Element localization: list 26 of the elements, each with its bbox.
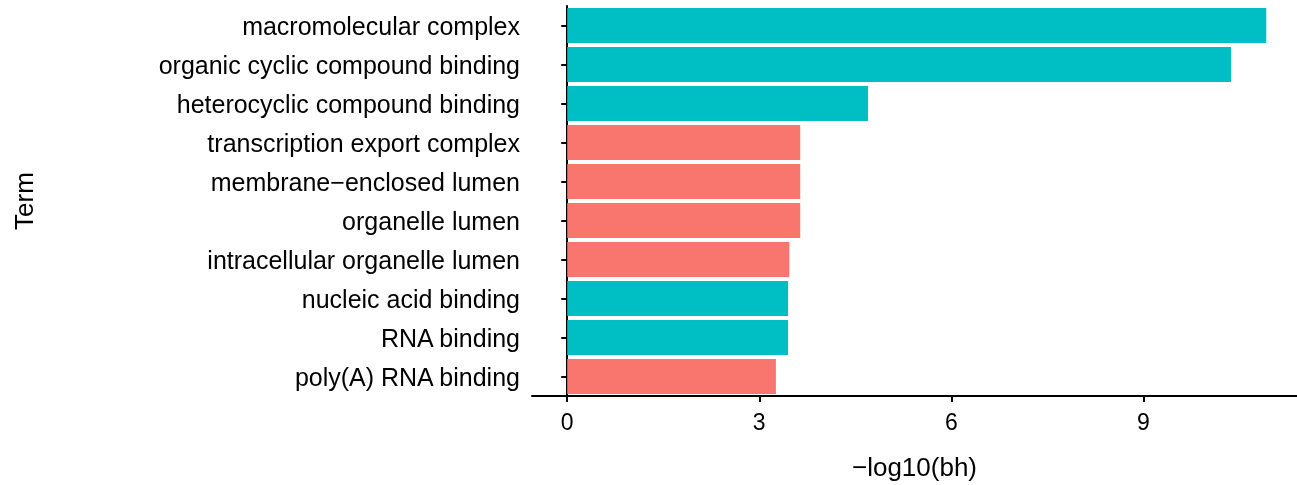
x-tick-label: 9 (1136, 408, 1150, 435)
bar (567, 7, 1267, 44)
y-tick-label: RNA binding (381, 323, 520, 352)
x-axis-title: −log10(bh) (851, 452, 978, 482)
bar (567, 358, 776, 395)
y-tick-label: intracellular organelle lumen (207, 245, 520, 274)
y-tick-label: transcription export complex (207, 128, 521, 157)
y-tick-label: poly(A) RNA binding (294, 362, 520, 391)
y-tick-label: membrane−enclosed lumen (210, 167, 520, 196)
x-tick-label: 0 (560, 408, 574, 435)
bar (567, 85, 869, 122)
x-tick-label: 6 (944, 408, 958, 435)
y-tick-label: nucleic acid binding (301, 284, 520, 313)
y-tick-label: organic cyclic compound binding (158, 50, 520, 79)
bar (567, 202, 801, 239)
bar (567, 280, 789, 317)
bar (567, 319, 789, 356)
bar (567, 163, 801, 200)
y-tick-label: macromolecular complex (242, 11, 521, 40)
bar (567, 46, 1232, 83)
bar (567, 124, 801, 161)
y-axis-title: Term (9, 172, 39, 230)
y-tick-label: heterocyclic compound binding (176, 89, 520, 118)
bar (567, 241, 790, 278)
y-tick-label: organelle lumen (342, 206, 520, 235)
x-tick-label: 3 (752, 408, 766, 435)
